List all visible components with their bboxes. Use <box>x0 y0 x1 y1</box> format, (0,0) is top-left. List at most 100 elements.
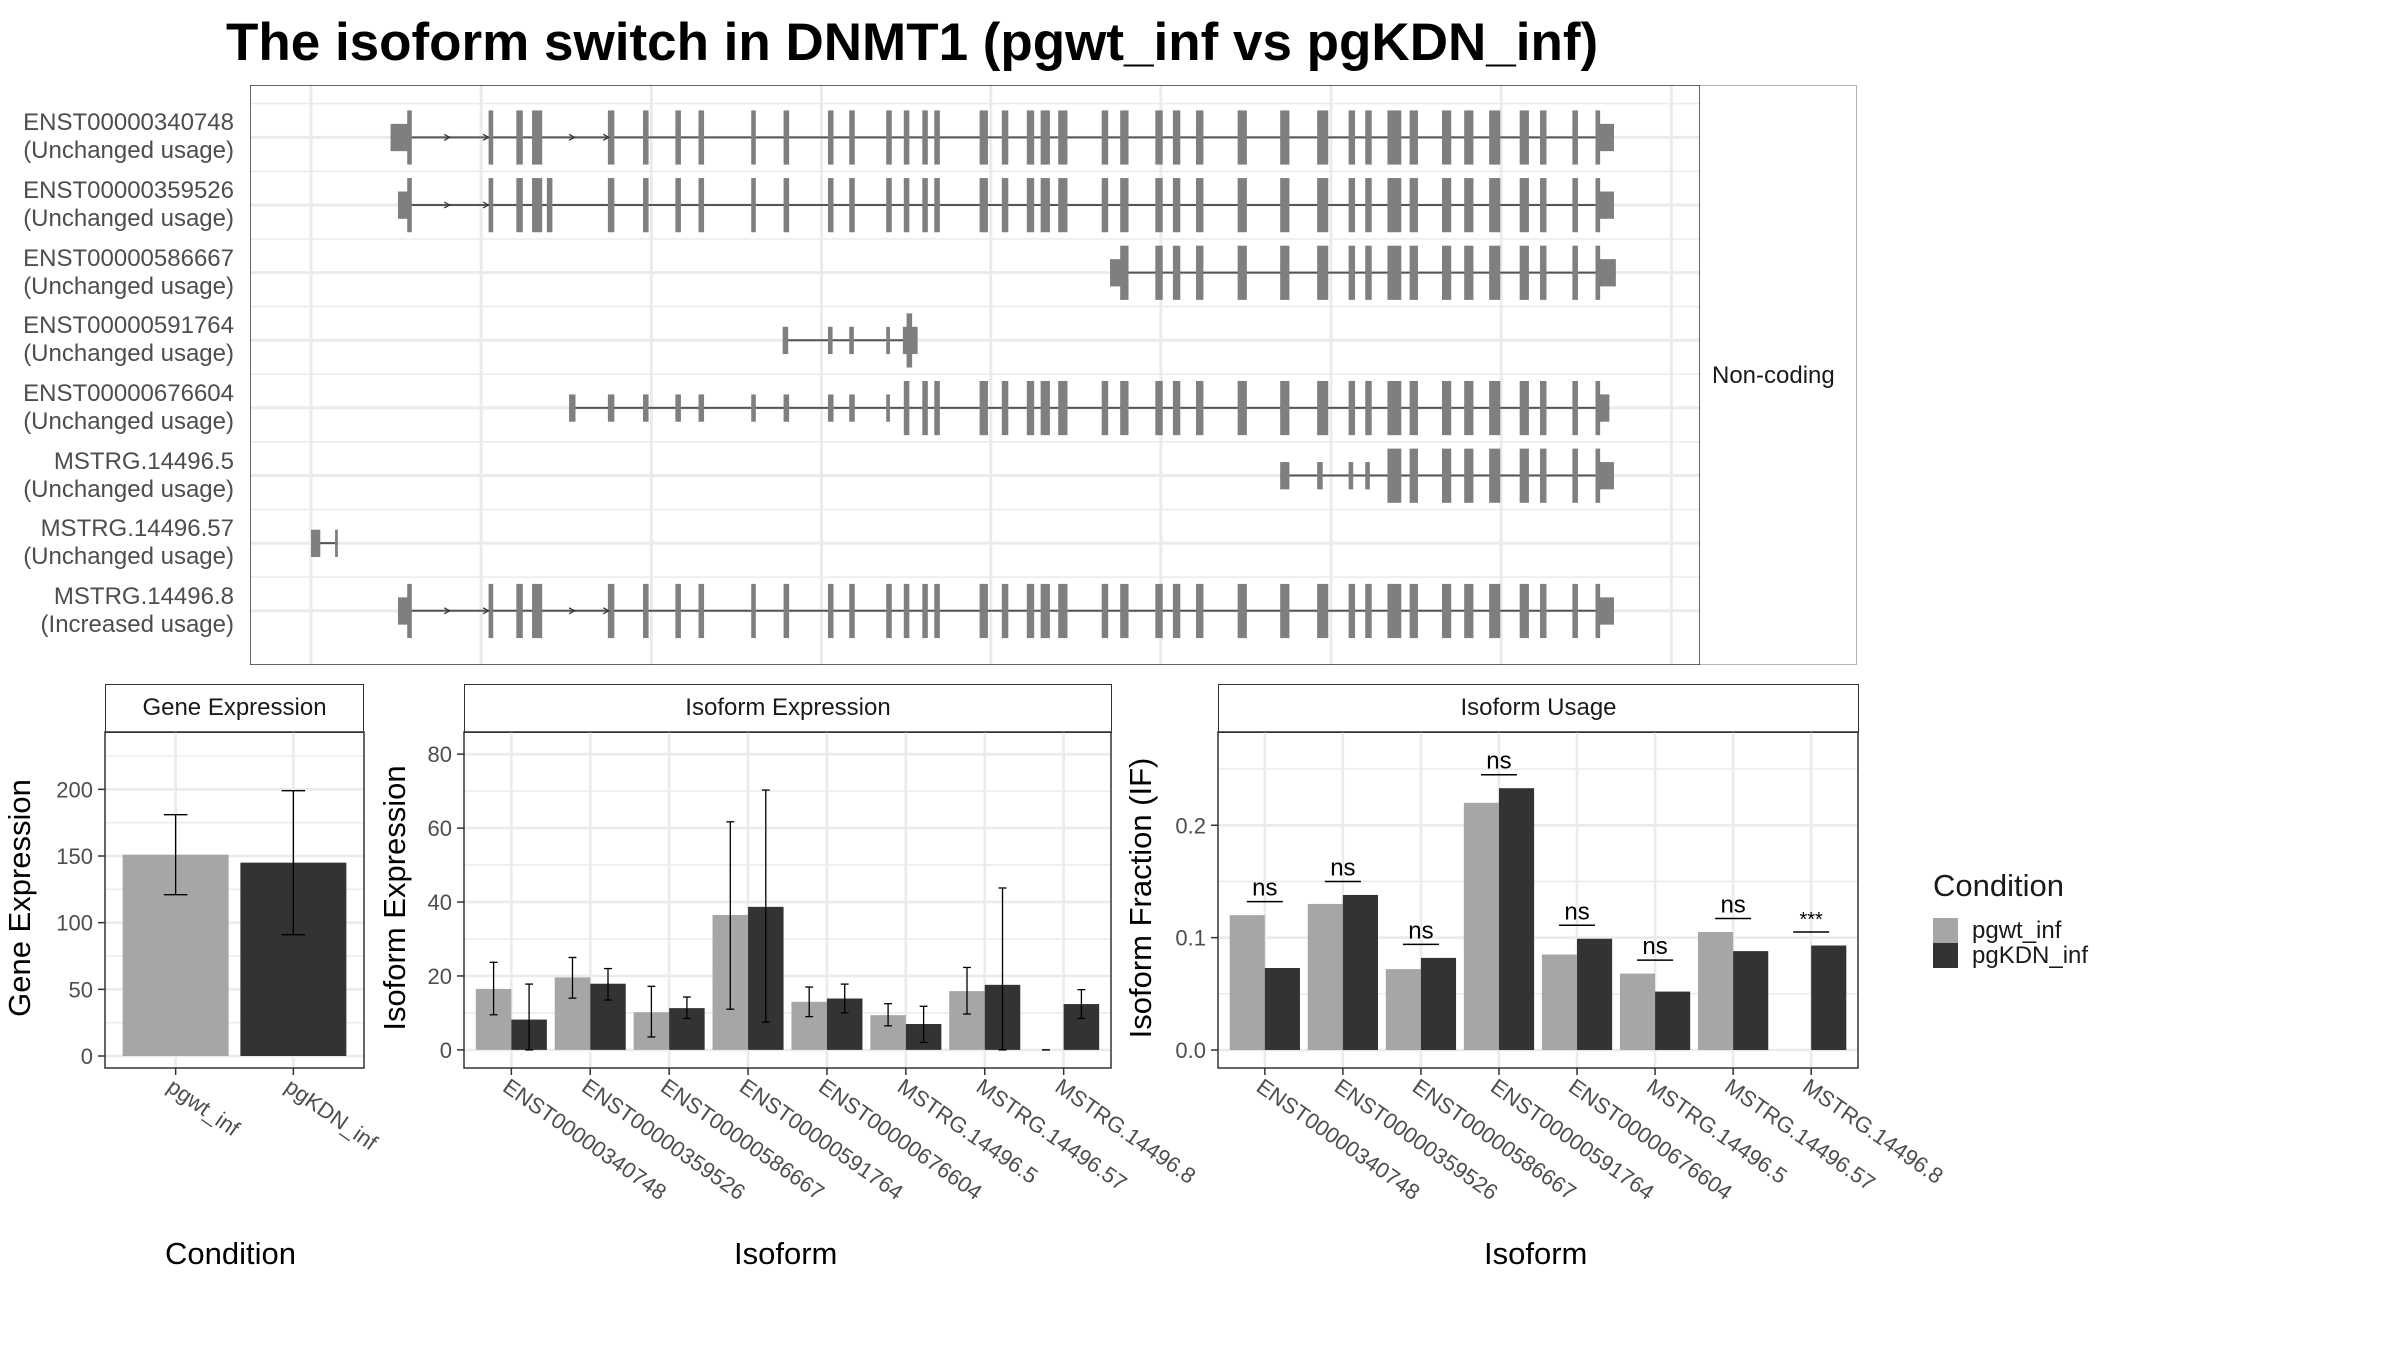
utr-exon <box>849 326 854 355</box>
cds-exon <box>532 583 543 639</box>
cds-exon <box>1317 245 1329 300</box>
bar-pgwt_inf <box>1307 903 1343 1051</box>
cds-exon <box>1196 245 1204 300</box>
strip-isoform-usage: Isoform Usage <box>1218 684 1859 733</box>
transcript-MSTRG.14496.5 <box>1280 448 1614 503</box>
cds-exon <box>903 583 910 639</box>
cds-exon <box>1101 380 1109 436</box>
y-tick-label: 0.1 <box>1175 926 1206 951</box>
bar-pgwt_inf <box>1619 973 1656 1051</box>
cds-exon <box>1120 110 1129 165</box>
cds-exon <box>698 110 705 165</box>
cds-exon <box>1155 380 1163 436</box>
cds-exon <box>1172 110 1181 165</box>
cds-exon <box>903 110 910 165</box>
cds-exon <box>1237 583 1247 639</box>
significance-label: ns <box>1720 892 1745 919</box>
cds-exon <box>849 178 855 233</box>
bar-pgKDN_inf <box>1811 945 1847 1051</box>
bar-pgwt_inf <box>1463 802 1499 1051</box>
cds-exon <box>1519 380 1529 436</box>
utr-exon <box>607 394 615 422</box>
cds-exon <box>1317 583 1329 639</box>
strip-isoform-expression: Isoform Expression <box>464 684 1112 733</box>
legend-title: Condition <box>1933 868 2064 903</box>
y-tick-label: 0.0 <box>1175 1038 1206 1063</box>
utr-exon <box>751 394 756 422</box>
legend-key-pgwt <box>1933 918 1958 943</box>
strand-arrow-icon <box>444 202 450 208</box>
panel-border <box>1217 731 1859 1069</box>
cds-exon <box>1441 380 1452 436</box>
cds-exon <box>1365 178 1372 233</box>
utr-exon <box>390 123 410 152</box>
transcript-usage-status: (Unchanged usage) <box>23 272 234 300</box>
cds-exon <box>607 178 615 233</box>
significance-label: ns <box>1330 854 1355 881</box>
gene-expression-chart: 0 50 100 150 200 pgwt_inf pgKDN_inf <box>56 731 383 1156</box>
facet-label-non-coding: Non-coding <box>1712 362 1835 389</box>
cds-exon <box>675 583 681 639</box>
cds-exon <box>849 583 855 639</box>
cds-exon <box>407 178 412 233</box>
utr-exon <box>1317 462 1323 490</box>
cds-exon <box>1237 178 1247 233</box>
cds-exon <box>1387 448 1402 503</box>
cds-exon <box>1196 110 1204 165</box>
cds-exon <box>1540 583 1547 639</box>
transcript-id: MSTRG.14496.8 <box>53 582 234 610</box>
cds-exon <box>1540 448 1547 503</box>
cds-exon <box>1120 583 1129 639</box>
cds-exon <box>1280 178 1290 233</box>
cds-exon <box>1489 110 1501 165</box>
cds-exon <box>1409 178 1418 233</box>
y-tick-label: 100 <box>56 911 93 936</box>
cds-exon <box>1572 245 1578 300</box>
transcript-label: MSTRG.14496.8 (Increased usage) <box>41 583 234 639</box>
cds-exon <box>1280 583 1290 639</box>
cds-exon <box>934 583 940 639</box>
significance-label: ns <box>1642 933 1667 960</box>
isoform-expression-chart: 020406080ENST00000340748ENST00000359526E… <box>428 731 1200 1205</box>
cds-exon <box>1409 583 1418 639</box>
cds-exon <box>1387 583 1402 639</box>
cds-exon <box>886 583 892 639</box>
cds-exon <box>1519 178 1529 233</box>
cds-exon <box>698 583 705 639</box>
cds-exon <box>1196 178 1204 233</box>
utr-exon <box>849 394 855 422</box>
cds-exon <box>698 178 705 233</box>
significance-label: ns <box>1252 875 1277 902</box>
x-tick-label: pgwt_inf <box>163 1074 245 1142</box>
transcript-id: ENST00000676604 <box>23 379 234 407</box>
cds-exon <box>1540 380 1547 436</box>
cds-exon <box>903 178 910 233</box>
cds-exon <box>1489 583 1501 639</box>
cds-exon <box>1155 110 1163 165</box>
cds-exon <box>1120 380 1129 436</box>
cds-exon <box>1001 110 1009 165</box>
utr-exon <box>1348 462 1354 490</box>
cds-exon <box>607 110 615 165</box>
cds-exon <box>751 178 756 233</box>
utr-exon <box>827 326 833 355</box>
utr-exon <box>782 326 789 355</box>
cds-exon <box>906 313 913 368</box>
cds-exon <box>1519 245 1529 300</box>
cds-exon <box>643 110 649 165</box>
cds-exon <box>827 583 834 639</box>
transcript-ENST00000359526 <box>397 178 1614 233</box>
transcript-MSTRG.14496.8 <box>397 583 1614 639</box>
cds-exon <box>1058 178 1068 233</box>
transcript-label: ENST00000591764 (Unchanged usage) <box>23 312 234 368</box>
utr-exon <box>886 326 890 355</box>
cds-exon <box>1040 583 1050 639</box>
utr-exon <box>1280 462 1290 490</box>
cds-exon <box>1519 448 1529 503</box>
cds-exon <box>407 583 412 639</box>
cds-exon <box>922 380 928 436</box>
cds-exon <box>532 178 543 233</box>
cds-exon <box>1387 110 1402 165</box>
transcript-structure-plot <box>250 85 1700 665</box>
isoform-usage-chart: 0.00.10.2ENST00000340748ENST00000359526E… <box>1175 731 1948 1205</box>
